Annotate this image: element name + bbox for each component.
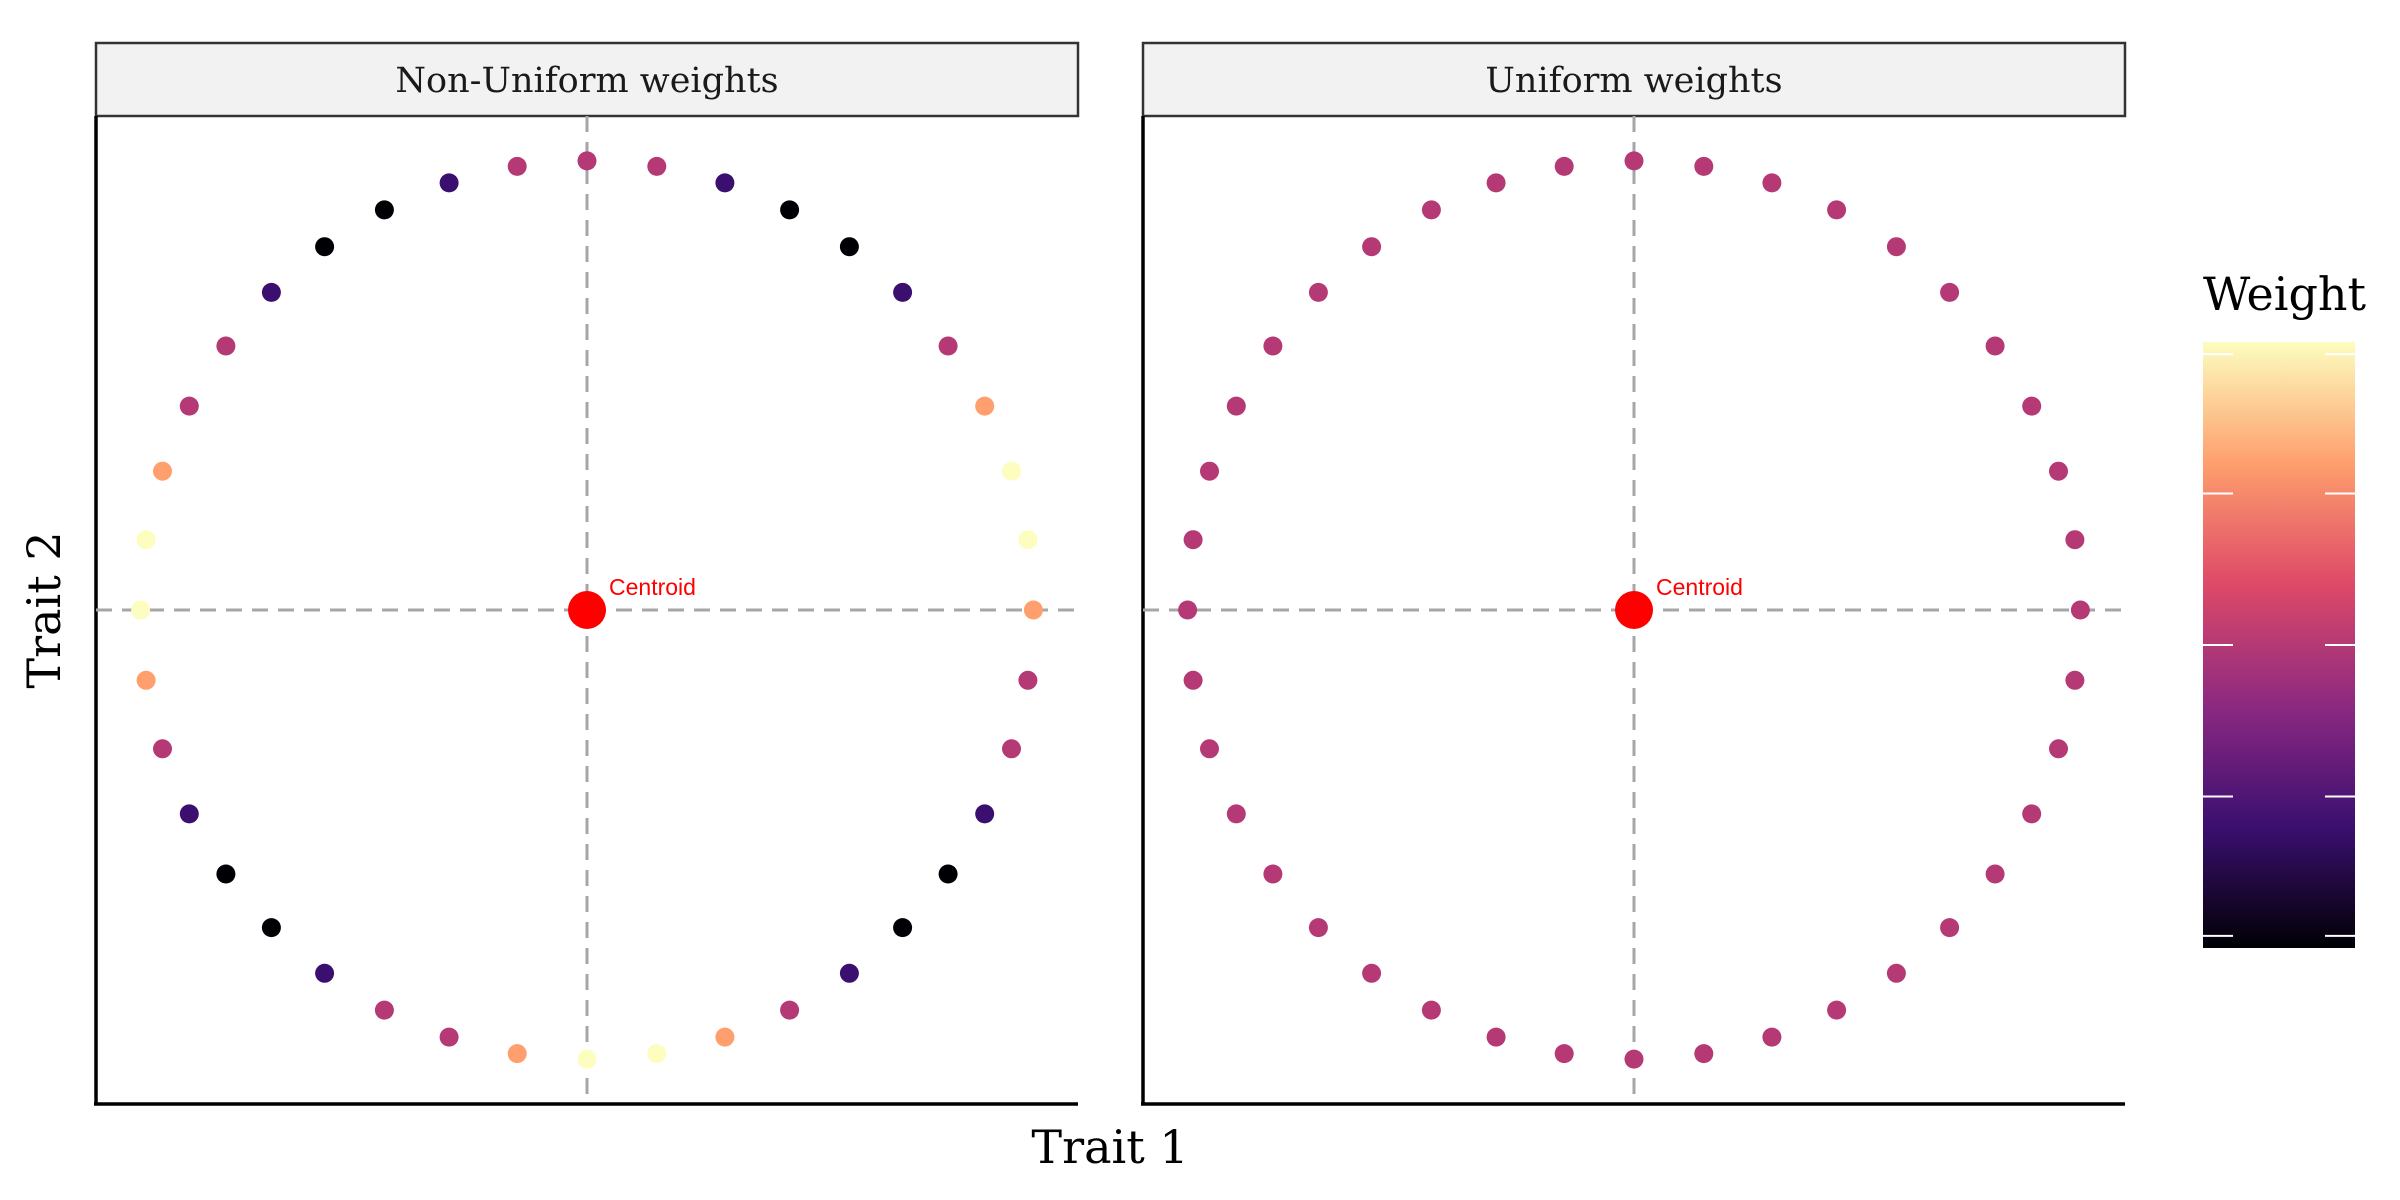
data-point [1002,739,1021,759]
data-point [1226,396,1246,416]
panel-uniform: Uniform weights Centroid [1141,41,2127,1106]
data-point [1183,530,1203,550]
data-point [647,156,667,176]
panel-non-uniform: Non-Uniform weights Centroid [94,41,1080,1106]
data-point [1362,963,1382,983]
data-point [2049,461,2068,481]
data-point [507,156,527,176]
data-point [1694,1044,1714,1064]
colorbar-ticks [2203,353,2355,937]
data-point [131,600,151,620]
data-point [1762,1027,1782,1047]
y-axis-title: Trait 2 [17,531,71,688]
data-point [1554,156,1574,176]
data-point [439,173,459,193]
points-layer [131,151,1043,1069]
centroid-point [1615,591,1653,629]
data-point [1263,864,1283,884]
data-point [153,461,172,481]
strip-background [1141,41,2127,118]
data-point [374,200,394,220]
data-point [2022,396,2042,416]
data-point [179,804,199,824]
data-point [780,1000,800,1020]
data-point [216,864,236,884]
centroid-label: Centroid [1656,574,1743,600]
data-point [938,864,958,884]
data-point [1308,918,1328,938]
data-point [647,1044,667,1064]
data-point [1018,530,1038,550]
data-point [2070,600,2090,620]
data-point [1023,600,1043,620]
data-point [1200,739,1219,759]
legend: Weight [2203,267,2367,948]
data-point [2049,739,2068,759]
strip-label: Non-Uniform weights [395,61,778,101]
centroid-point [568,591,606,629]
data-point [261,282,281,302]
data-point [153,739,172,759]
centroid-label: Centroid [609,574,696,600]
points-layer [1178,151,2090,1069]
data-point [1624,151,1644,171]
data-point [1362,237,1382,257]
data-point [136,530,156,550]
strip-label: Uniform weights [1485,61,1782,101]
data-point [938,336,958,356]
data-point [1762,173,1782,193]
data-point [1694,156,1714,176]
data-point [315,963,335,983]
strip-background [94,41,1080,118]
data-point [1178,600,1198,620]
data-point [1886,963,1906,983]
data-point [1421,200,1441,220]
data-point [893,282,913,302]
data-point [1827,1000,1847,1020]
data-point [1486,173,1506,193]
data-point [715,1027,735,1047]
data-point [2065,670,2085,690]
data-point [2065,530,2085,550]
data-point [1940,282,1960,302]
x-axis-title: Trait 1 [1031,1120,1188,1174]
data-point [715,173,735,193]
data-point [1985,864,2005,884]
data-point [216,336,236,356]
data-point [893,918,913,938]
data-point [577,151,597,171]
data-point [975,804,995,824]
data-point [179,396,199,416]
legend-title: Weight [2203,267,2367,321]
data-point [1827,200,1847,220]
data-point [439,1027,459,1047]
data-point [1200,461,1219,481]
data-point [1486,1027,1506,1047]
data-point [1018,670,1038,690]
data-point [1308,282,1328,302]
data-point [507,1044,527,1064]
data-point [1940,918,1960,938]
data-point [1263,336,1283,356]
data-point [1554,1044,1574,1064]
data-point [577,1049,597,1069]
data-point [1421,1000,1441,1020]
data-point [975,396,995,416]
data-point [839,237,859,257]
data-point [374,1000,394,1020]
data-point [1183,670,1203,690]
data-point [136,670,156,690]
data-point [315,237,335,257]
data-point [1226,804,1246,824]
data-point [2022,804,2042,824]
data-point [780,200,800,220]
data-point [839,963,859,983]
data-point [1886,237,1906,257]
data-point [1985,336,2005,356]
data-point [1624,1049,1644,1069]
data-point [261,918,281,938]
data-point [1002,461,1021,481]
